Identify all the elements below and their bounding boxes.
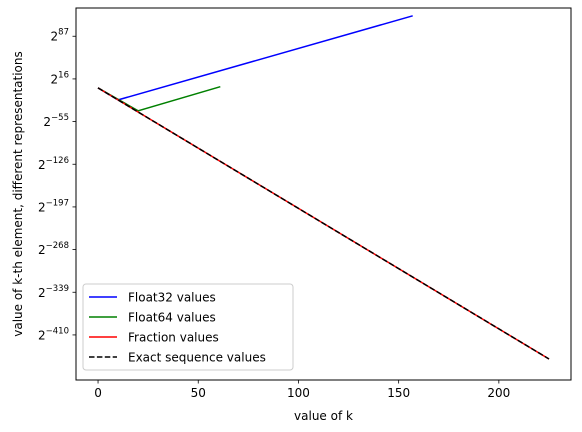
y-tick-base: 2 [38, 158, 46, 172]
y-tick-label: 2−126 [38, 156, 69, 172]
legend-label-3: Exact sequence values [128, 351, 266, 365]
series-layer [97, 15, 550, 360]
y-tick-label: 287 [51, 28, 69, 44]
legend-label-2: Fraction values [128, 331, 219, 345]
y-tick-exponent: −268 [46, 241, 69, 251]
y-tick-exponent: −339 [46, 284, 69, 294]
ticks-layer: 0 50 100 150 2002872162−552−1262−1972−2682−3… [38, 28, 510, 400]
legend: Float32 values Float64 values Fraction val… [82, 283, 294, 371]
y-tick-label: 2−339 [38, 284, 69, 300]
y-tick-exponent: −197 [46, 198, 69, 208]
x-tick-label: 100 [287, 386, 310, 400]
legend-box [82, 283, 294, 371]
y-tick-base: 2 [51, 30, 59, 44]
legend-label-0: Float32 values [128, 291, 216, 305]
y-axis-label: value of k-th element, different represe… [11, 51, 25, 337]
x-tick-label: 50 [191, 386, 206, 400]
y-tick-base: 2 [43, 115, 51, 129]
y-tick-label: 2−197 [38, 198, 69, 214]
x-tick-label: 200 [487, 386, 510, 400]
y-tick-exponent: 16 [58, 70, 69, 80]
x-axis-label: value of k [294, 409, 353, 423]
y-tick-label: 216 [51, 70, 69, 86]
y-tick-base: 2 [38, 200, 46, 214]
y-tick-exponent: −410 [46, 326, 69, 336]
y-tick-label: 2−268 [38, 241, 69, 257]
series-line-3 [97, 87, 550, 360]
y-tick-base: 2 [38, 286, 46, 300]
y-tick-base: 2 [51, 72, 59, 86]
axes-frame [75, 7, 572, 381]
y-tick-exponent: 87 [58, 28, 69, 38]
y-tick-label: 2−410 [38, 326, 69, 342]
legend-label-1: Float64 values [128, 311, 216, 325]
y-tick-base: 2 [38, 328, 46, 342]
y-tick-exponent: −55 [51, 113, 69, 123]
y-tick-exponent: −126 [46, 156, 69, 166]
y-tick-label: 2−55 [43, 113, 69, 129]
x-tick-label: 0 [94, 386, 102, 400]
x-tick-label: 150 [387, 386, 410, 400]
y-tick-base: 2 [38, 243, 46, 257]
